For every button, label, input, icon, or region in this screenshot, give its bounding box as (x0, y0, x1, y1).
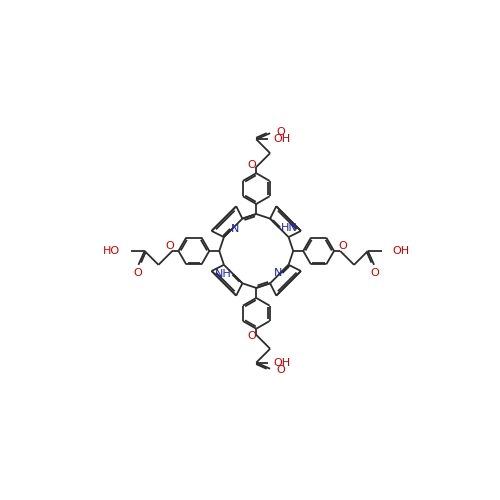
Text: O: O (166, 242, 174, 252)
Text: HN: HN (281, 223, 297, 233)
Text: OH: OH (392, 246, 409, 256)
Text: O: O (276, 128, 285, 138)
Text: NH: NH (215, 269, 232, 279)
Text: O: O (248, 332, 256, 342)
Text: O: O (134, 268, 142, 278)
Text: HO: HO (103, 246, 120, 256)
Text: O: O (370, 268, 379, 278)
Text: OH: OH (273, 358, 290, 368)
Text: N: N (230, 224, 239, 234)
Text: O: O (276, 364, 285, 374)
Text: N: N (274, 268, 282, 278)
Text: OH: OH (273, 134, 290, 143)
Text: O: O (338, 242, 347, 252)
Text: O: O (248, 160, 256, 170)
